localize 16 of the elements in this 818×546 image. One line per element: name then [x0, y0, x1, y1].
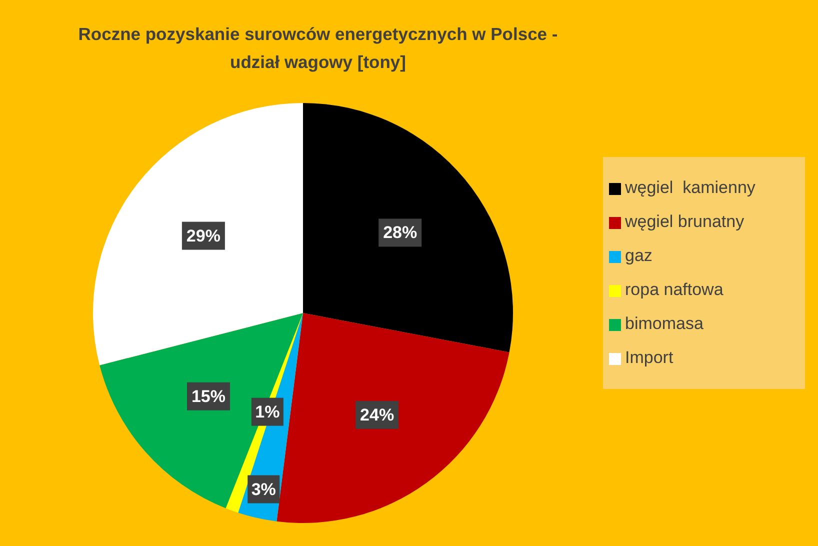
data-label: 24%: [360, 405, 394, 424]
legend-label: ropa naftowa: [625, 280, 724, 299]
legend-label: bimomasa: [625, 314, 704, 333]
data-label: 15%: [191, 386, 226, 406]
legend-label: węgiel brunatny: [625, 212, 744, 231]
data-label: 29%: [186, 226, 220, 246]
legend-label: Import: [625, 348, 674, 367]
data-label: 1%: [255, 402, 280, 422]
data-label: 3%: [251, 480, 276, 499]
data-label: 28%: [383, 223, 418, 242]
pie-slice: [100, 313, 303, 508]
legend-label: gaz: [625, 246, 652, 265]
chart-title: Roczne pozyskanie surowców energetycznych w Polsce - udział wagowy [tony]: [78, 24, 558, 72]
pie-slice: [93, 103, 303, 366]
legend-label: węgiel kamienny: [625, 178, 756, 197]
pie-slice: [303, 103, 513, 352]
